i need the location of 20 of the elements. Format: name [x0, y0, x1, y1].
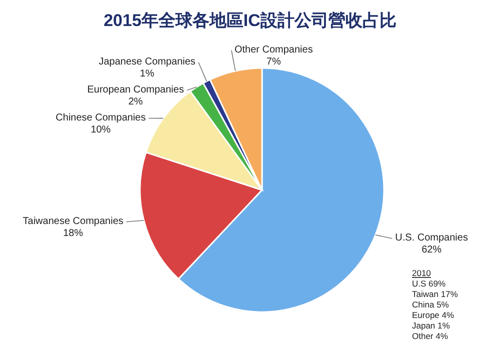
text: Taiwan 17%: [412, 289, 458, 299]
slice-label: Chinese Companies: [56, 112, 146, 124]
data-label: 10%: [90, 124, 111, 136]
slice-label: European Companies: [87, 84, 184, 96]
data-label: 62%: [422, 244, 442, 256]
slice-label: U.S. Companies: [395, 232, 468, 244]
text: Japan 1%: [412, 320, 450, 330]
slice-label: Other Companies: [234, 44, 313, 56]
chart-title: 2015年全球各地區IC設計公司營收占比: [104, 11, 396, 30]
text: China 5%: [412, 300, 450, 310]
text: Europe 4%: [412, 310, 454, 320]
data-label: 18%: [63, 228, 84, 239]
data-label: 2%: [128, 96, 143, 108]
text: 2010: [412, 268, 432, 278]
data-label: 1%: [140, 68, 154, 80]
text: Other 4%: [412, 331, 448, 341]
slice-label: Taiwanese Companies: [22, 216, 124, 227]
data-label: 7%: [266, 56, 281, 68]
text: U.S 69%: [412, 278, 446, 288]
slice-label: Japanese Companies: [98, 56, 196, 68]
